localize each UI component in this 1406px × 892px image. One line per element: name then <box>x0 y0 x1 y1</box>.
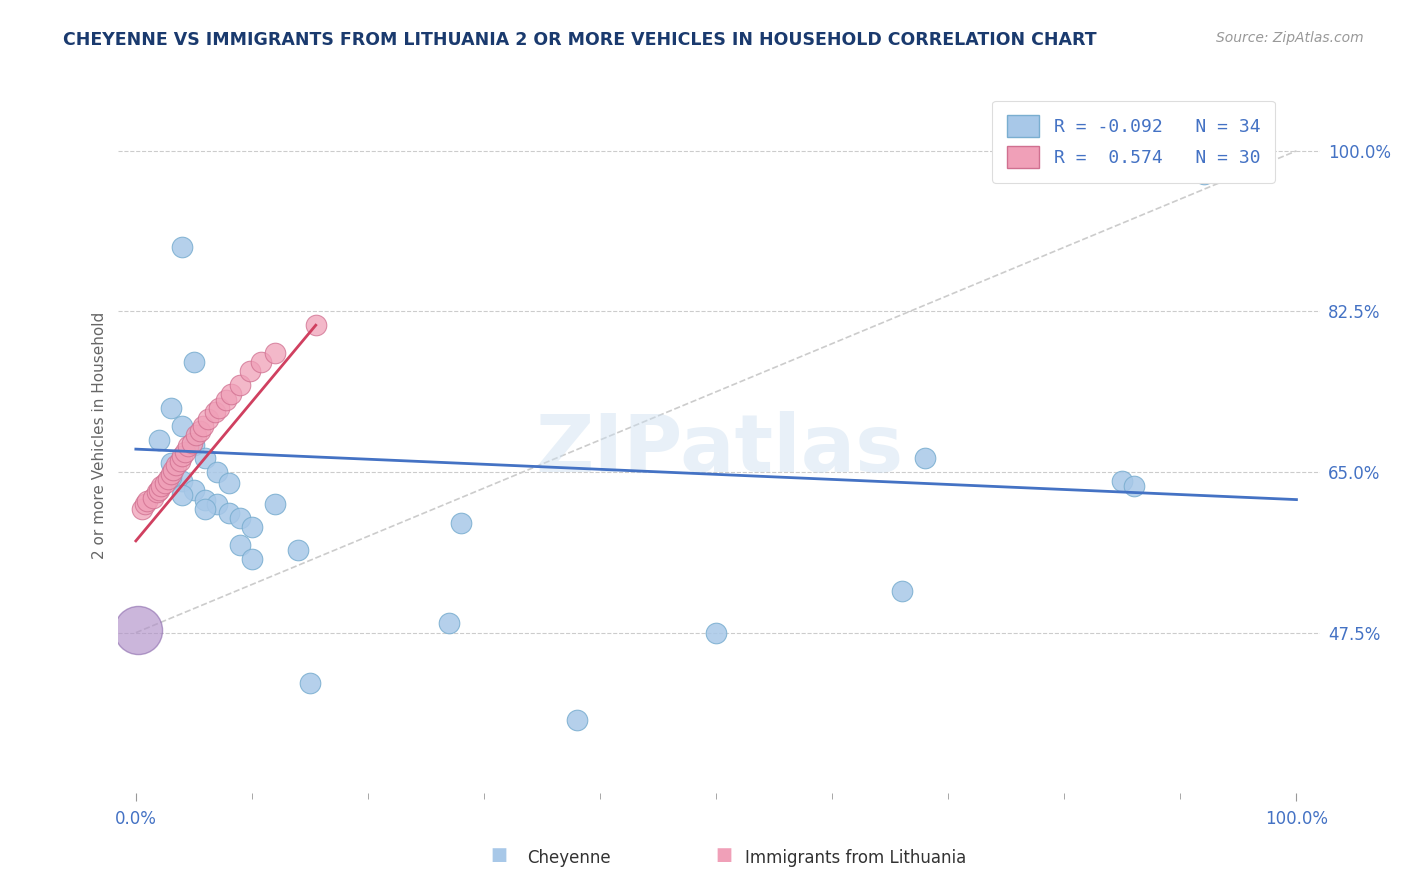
Point <box>183 437 205 451</box>
Point <box>264 497 287 511</box>
Text: ZIPatlas: ZIPatlas <box>534 410 903 489</box>
Point <box>148 483 170 498</box>
Point <box>704 625 727 640</box>
Point <box>153 476 176 491</box>
Point <box>219 387 242 401</box>
Point <box>298 676 321 690</box>
Point <box>127 623 149 637</box>
Point <box>159 456 181 470</box>
Point <box>218 507 240 521</box>
Point <box>159 467 181 481</box>
Point <box>172 449 194 463</box>
Text: ■: ■ <box>491 847 508 864</box>
Point <box>159 401 181 415</box>
Point <box>150 479 173 493</box>
Point <box>197 412 219 426</box>
Point <box>183 483 205 498</box>
Point <box>204 405 226 419</box>
Point <box>914 451 936 466</box>
Point <box>131 501 153 516</box>
Point <box>159 469 181 483</box>
Point <box>250 355 273 369</box>
Point <box>239 364 262 378</box>
Y-axis label: 2 or more Vehicles in Household: 2 or more Vehicles in Household <box>93 311 107 559</box>
Point <box>148 433 170 447</box>
Point <box>177 439 200 453</box>
Point <box>450 516 472 530</box>
Point <box>191 419 214 434</box>
Text: Immigrants from Lithuania: Immigrants from Lithuania <box>745 849 966 867</box>
Point <box>194 451 217 466</box>
Point <box>172 240 194 254</box>
Point <box>180 435 202 450</box>
Point <box>208 401 231 415</box>
Text: Source: ZipAtlas.com: Source: ZipAtlas.com <box>1216 31 1364 45</box>
Point <box>305 318 328 333</box>
Point <box>162 463 184 477</box>
Point <box>229 377 252 392</box>
Point <box>172 488 194 502</box>
Point <box>186 428 208 442</box>
Point <box>194 492 217 507</box>
Point <box>565 713 588 727</box>
Point <box>240 552 263 566</box>
Point <box>205 497 228 511</box>
Point <box>205 465 228 479</box>
Text: Cheyenne: Cheyenne <box>527 849 610 867</box>
Point <box>194 501 217 516</box>
Text: ■: ■ <box>716 847 733 864</box>
Text: CHEYENNE VS IMMIGRANTS FROM LITHUANIA 2 OR MORE VEHICLES IN HOUSEHOLD CORRELATIO: CHEYENNE VS IMMIGRANTS FROM LITHUANIA 2 … <box>63 31 1097 49</box>
Point <box>166 458 188 472</box>
Point <box>157 472 180 486</box>
Point <box>437 616 460 631</box>
Point <box>183 355 205 369</box>
Point <box>172 475 194 489</box>
Point <box>229 539 252 553</box>
Point <box>134 497 156 511</box>
Point <box>264 345 287 359</box>
Point <box>240 520 263 534</box>
Point <box>136 494 159 508</box>
Point <box>229 511 252 525</box>
Point <box>1192 167 1215 181</box>
Point <box>169 454 191 468</box>
Point <box>287 543 309 558</box>
Point <box>188 424 211 438</box>
Point <box>142 491 165 505</box>
Point <box>1111 475 1133 489</box>
Point <box>1123 479 1146 493</box>
Point <box>172 419 194 434</box>
Point <box>890 584 912 599</box>
Point <box>215 393 238 408</box>
Legend: R = -0.092   N = 34, R =  0.574   N = 30: R = -0.092 N = 34, R = 0.574 N = 30 <box>993 101 1275 183</box>
Point <box>173 445 195 459</box>
Point <box>218 476 240 491</box>
Point <box>145 485 167 500</box>
